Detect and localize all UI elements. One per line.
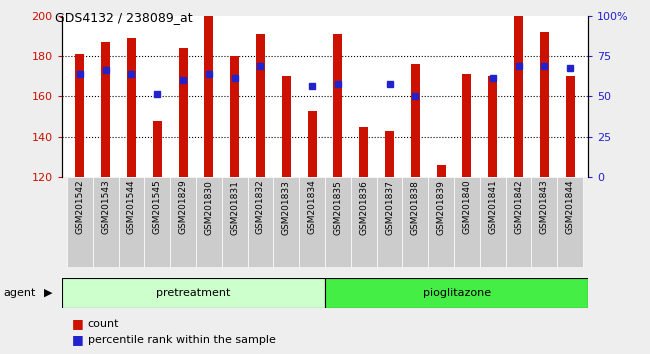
Bar [144, 177, 170, 267]
Text: GSM201544: GSM201544 [127, 180, 136, 234]
Bar [325, 278, 588, 308]
Bar [351, 177, 376, 267]
Bar [480, 177, 506, 267]
Bar [376, 177, 402, 267]
Text: GSM201542: GSM201542 [75, 180, 84, 234]
Bar [101, 42, 110, 177]
Text: ■: ■ [72, 318, 83, 330]
Bar [274, 177, 299, 267]
Bar [557, 177, 583, 267]
Bar [153, 121, 162, 177]
Bar [93, 177, 118, 267]
Text: GSM201830: GSM201830 [204, 180, 213, 235]
Text: GSM201843: GSM201843 [540, 180, 549, 234]
Bar [179, 48, 188, 177]
Bar [488, 76, 497, 177]
Bar [333, 34, 343, 177]
Bar [540, 32, 549, 177]
Bar [428, 177, 454, 267]
Text: ■: ■ [72, 333, 83, 346]
Bar [532, 177, 557, 267]
Text: GSM201838: GSM201838 [411, 180, 420, 235]
Text: GSM201834: GSM201834 [307, 180, 317, 234]
Bar [299, 177, 325, 267]
Text: ▶: ▶ [44, 288, 53, 298]
Text: GSM201841: GSM201841 [488, 180, 497, 234]
Text: GSM201833: GSM201833 [282, 180, 291, 235]
Bar [359, 127, 369, 177]
Bar [411, 64, 420, 177]
Bar [566, 76, 575, 177]
Text: GSM201837: GSM201837 [385, 180, 394, 235]
Text: agent: agent [3, 288, 36, 298]
Bar [248, 177, 274, 267]
Bar [75, 54, 84, 177]
Bar [204, 16, 213, 177]
Text: GDS4132 / 238089_at: GDS4132 / 238089_at [55, 11, 193, 24]
Bar [325, 177, 351, 267]
Text: GSM201840: GSM201840 [462, 180, 471, 234]
Bar [256, 34, 265, 177]
Text: GSM201839: GSM201839 [437, 180, 446, 235]
Text: GSM201831: GSM201831 [230, 180, 239, 235]
Text: GSM201829: GSM201829 [179, 180, 188, 234]
Bar [454, 177, 480, 267]
Bar [281, 76, 291, 177]
Text: GSM201836: GSM201836 [359, 180, 368, 235]
Bar [67, 177, 93, 267]
Bar [462, 74, 471, 177]
Text: pioglitazone: pioglitazone [422, 288, 491, 298]
Text: count: count [88, 319, 119, 329]
Bar [506, 177, 532, 267]
Bar [230, 56, 239, 177]
Bar [62, 278, 325, 308]
Text: GSM201842: GSM201842 [514, 180, 523, 234]
Bar [307, 110, 317, 177]
Bar [222, 177, 248, 267]
Bar [385, 131, 394, 177]
Bar [514, 16, 523, 177]
Text: percentile rank within the sample: percentile rank within the sample [88, 335, 276, 345]
Bar [402, 177, 428, 267]
Bar [196, 177, 222, 267]
Bar [127, 38, 136, 177]
Bar [437, 165, 446, 177]
Text: pretreatment: pretreatment [156, 288, 231, 298]
Text: GSM201543: GSM201543 [101, 180, 110, 234]
Bar [170, 177, 196, 267]
Text: GSM201835: GSM201835 [333, 180, 343, 235]
Text: GSM201832: GSM201832 [256, 180, 265, 234]
Text: GSM201545: GSM201545 [153, 180, 162, 234]
Bar [118, 177, 144, 267]
Text: GSM201844: GSM201844 [566, 180, 575, 234]
